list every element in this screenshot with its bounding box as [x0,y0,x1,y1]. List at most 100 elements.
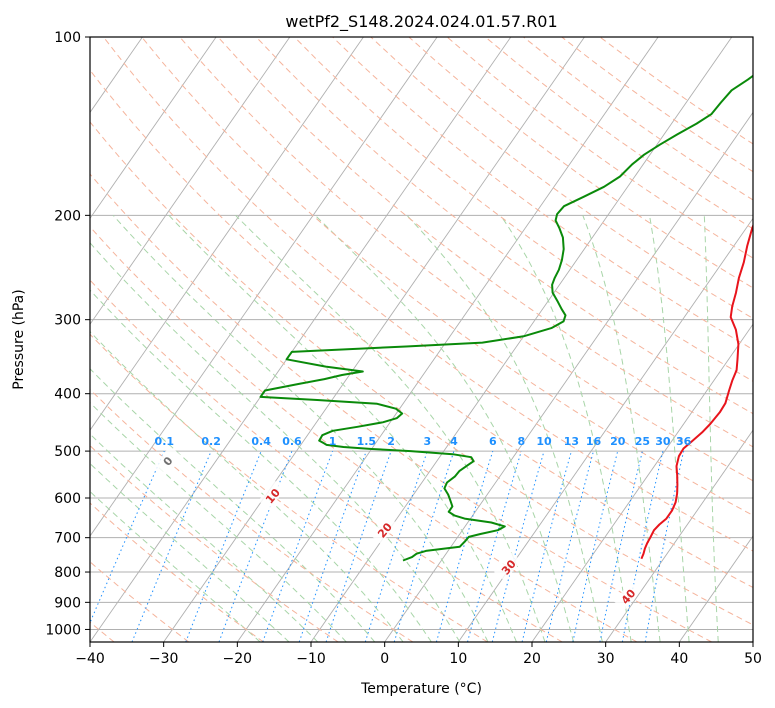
isobar-gridlines [90,37,753,630]
x-tick-label: 20 [523,651,541,667]
isotherm-line [90,37,512,642]
moist-adiabat-line [703,215,719,642]
plot-frame [89,36,754,643]
dewpoint-profile-line [259,74,753,562]
mixing-ratio-line [185,450,262,642]
chart-title: wetPf2_S148.2024.024.01.57.R01 [285,12,557,32]
x-axis-label: Temperature (°C) [360,681,482,697]
dry-adiabat-line [103,37,753,552]
isotherm-gridlines [90,37,753,642]
mixing-ratio-line [325,450,392,642]
dry-adiabat-line [90,69,753,589]
dry-adiabat-line [90,121,753,626]
moist-adiabat-line [90,433,319,642]
y-tick-label: 300 [54,313,81,329]
isotherm-line [90,37,291,326]
x-tick-label: −10 [296,651,326,667]
dry-adiabat-line [90,388,414,642]
y-tick-label: 200 [54,208,81,224]
mixing-ratio-label: 4 [450,435,458,448]
x-tick-label: 0 [380,651,389,667]
dry-adiabat-line [90,333,488,642]
mixing-ratio-label: 0.4 [251,435,271,448]
mixing-ratio-line [364,450,428,642]
x-tick-label: 10 [449,651,467,667]
y-tick-label: 1000 [45,622,81,638]
y-tick-label: 600 [54,491,81,507]
y-tick-label: 800 [54,565,81,581]
mixing-ratio-line [467,450,522,642]
mixing-ratio-label: 30 [655,435,671,448]
mixing-ratio-label: 2 [387,435,395,448]
dry-adiabat-label-bg [153,446,181,475]
isotherm-line [90,37,438,537]
x-tick-label: 40 [670,651,688,667]
moist-adiabat-line [90,330,404,642]
isotherm-line [531,323,753,642]
y-axis-label: Pressure (hPa) [11,289,27,389]
mixing-ratio-line [644,450,685,642]
dry-adiabat-label-bg [258,480,286,510]
dry-adiabat-line [217,37,753,448]
dry-adiabat-line [141,37,753,516]
moist-adiabat-line [500,215,632,642]
moist-adiabat-line [112,214,489,642]
x-tick-label: 50 [744,651,762,667]
y-tick-label: 500 [54,444,81,460]
mixing-ratio-label: 16 [586,435,602,448]
mixing-ratio-label: 13 [564,435,579,448]
mixing-ratio-line [393,450,455,642]
x-axis-ticks: −40 −30 −20 −10 0 10 20 30 40 50 [75,642,762,667]
mixing-ratio-label: 10 [536,435,552,448]
mixing-ratio-line [621,450,664,642]
moist-adiabat-line [582,215,661,642]
y-tick-label: 100 [54,30,81,46]
isotherm-line [90,37,364,431]
moist-adiabat-line [649,215,690,642]
profile-series [259,74,753,562]
dry-adiabat-label-bg [494,552,522,581]
dry-adiabats [90,37,753,642]
isotherm-line [678,535,753,642]
dry-adiabat-label-bg [613,581,642,611]
x-tick-label: 30 [597,651,615,667]
isotherm-line [457,217,753,642]
isotherm-line [605,429,753,642]
dry-adiabat-line [90,502,264,642]
mixing-ratio-label: 0.2 [201,435,221,448]
moist-adiabat-line [168,214,517,642]
dry-adiabat-line [255,37,753,415]
y-tick-label: 900 [54,595,81,611]
isotherm-line [236,37,659,642]
mixing-ratio-label: 0.6 [282,435,302,448]
isotherm-line [163,37,585,642]
mixing-ratio-label: 1 [329,435,337,448]
moist-adiabat-line [90,490,261,642]
x-tick-label: −30 [149,651,179,667]
isotherm-line [384,111,753,642]
x-tick-label: −40 [75,651,105,667]
dry-adiabat-label-bg [370,515,398,545]
moist-adiabat-line [90,289,432,642]
dry-adiabat-line [408,37,753,289]
y-tick-label: 700 [54,531,81,547]
dry-adiabat-line [90,226,638,642]
y-axis-ticks: 100 200 300 400 500 600 700 800 900 1000 [45,30,90,638]
mixing-ratio-label: 20 [610,435,626,448]
dry-adiabat-line [90,279,563,642]
mixing-ratio-label: 3 [423,435,431,448]
plot-area: 0.10.20.40.611.52346810131620253036-100-… [90,37,753,642]
x-tick-label: −20 [223,651,253,667]
dry-adiabat-line [294,37,753,382]
moist-adiabat-line [314,214,575,642]
dry-adiabat-line [90,444,339,642]
moist-adiabat-line [90,401,347,642]
dry-adiabat-line [90,173,712,642]
mixing-ratio-label: 8 [517,435,525,448]
moist-adiabat-line [90,242,461,642]
mixing-ratio-label: 36 [676,435,692,448]
y-tick-label: 400 [54,387,81,403]
moist-adiabat-line [406,214,603,642]
